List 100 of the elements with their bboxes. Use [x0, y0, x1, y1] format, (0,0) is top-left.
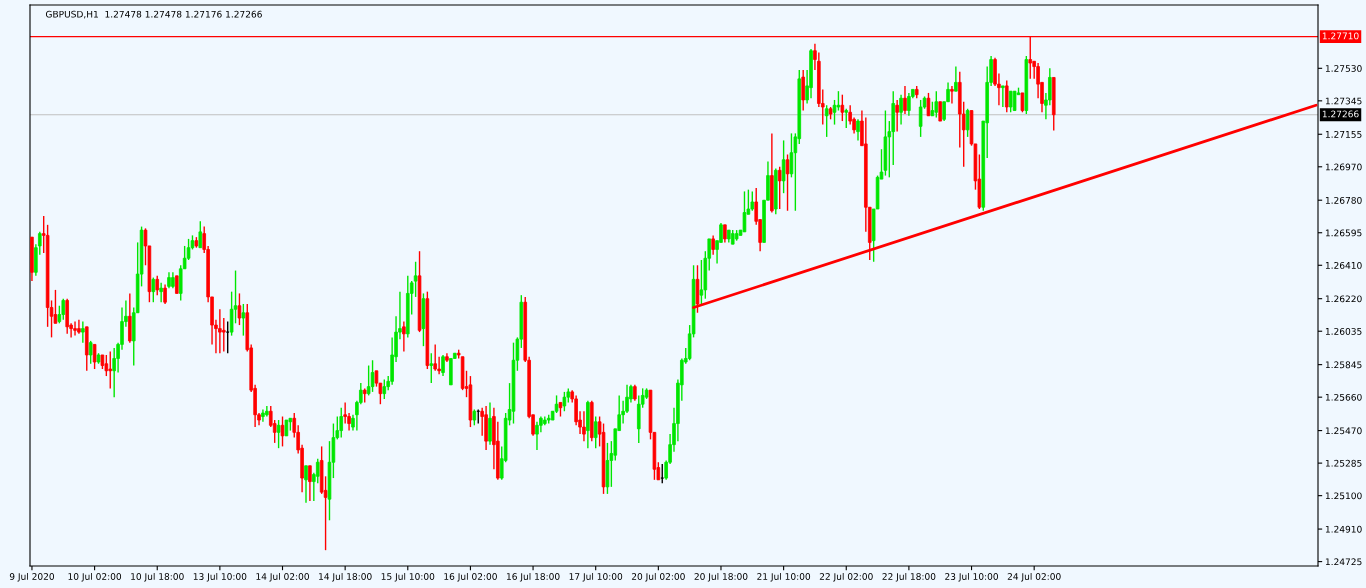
candlestick	[777, 166, 782, 210]
candlestick	[218, 308, 222, 354]
candlestick	[225, 320, 230, 354]
candlestick	[370, 359, 375, 393]
candlestick	[750, 190, 755, 212]
candlestick	[112, 347, 116, 398]
y-tick-label: 1.27155	[1325, 130, 1362, 138]
y-tick-label: 1.25845	[1325, 361, 1362, 369]
y-tick-label: 1.26780	[1325, 196, 1362, 204]
x-tick-label: 20 Jul 18:00	[694, 572, 748, 582]
candlestick	[382, 378, 387, 400]
candlestick	[965, 108, 970, 138]
y-tick-label: 1.26220	[1325, 295, 1362, 303]
candlestick	[265, 405, 269, 418]
x-tick-label: 17 Jul 10:00	[569, 572, 623, 582]
candlestick	[488, 401, 492, 446]
candlestick	[433, 343, 437, 372]
x-tick-label: 20 Jul 02:00	[631, 572, 685, 582]
candlestick	[222, 317, 226, 353]
candlestick	[856, 118, 860, 142]
candlestick	[938, 101, 942, 122]
text: GBPUSD,H1 1.27478 1.27478 1.27176 1.27266	[45, 10, 262, 19]
x-tick-label: 15 Jul 10:00	[381, 572, 435, 582]
candlestick	[241, 303, 246, 337]
y-tick-label: 1.27530	[1325, 65, 1362, 72]
y-tick-label: 1.25100	[1325, 492, 1362, 500]
candlestick	[836, 90, 841, 112]
candlestick	[840, 93, 845, 122]
candlestick	[92, 343, 97, 370]
x-tick-label: 23 Jul 10:00	[945, 572, 998, 582]
candlestick	[899, 93, 903, 126]
candlestick	[824, 104, 829, 138]
candlestick	[304, 465, 308, 504]
x-tick-label: 9 Jul 2020	[9, 572, 55, 582]
candlestick	[261, 408, 265, 423]
y-tick-label: 1.27345	[1325, 97, 1362, 105]
candlestick	[781, 139, 786, 194]
x-tick-label: 16 Jul 02:00	[444, 572, 497, 582]
candlestick	[198, 220, 203, 249]
candlestick	[163, 283, 167, 305]
candlestick	[789, 132, 794, 179]
candlestick	[81, 320, 85, 344]
x-tick-label: 14 Jul 02:00	[256, 572, 309, 582]
y-tick-label: 1.25470	[1325, 427, 1362, 435]
candlestick	[950, 85, 954, 105]
candlestick	[308, 465, 312, 502]
candlestick	[582, 410, 586, 442]
candlestick	[934, 90, 939, 119]
x-tick-label: 10 Jul 02:00	[68, 572, 122, 582]
candlestick	[77, 319, 81, 335]
x-tick-label: 24 Jul 02:00	[1007, 572, 1061, 582]
candlestick	[1020, 92, 1025, 113]
candlestick	[1004, 79, 1009, 113]
candlestick	[73, 320, 77, 337]
candlestick	[742, 190, 747, 233]
candlestick	[339, 407, 344, 439]
y-tick-label: 1.26595	[1325, 229, 1362, 237]
candlestick	[88, 340, 93, 365]
candlestick	[1001, 85, 1005, 108]
y-tick-label: 1.26410	[1325, 262, 1362, 269]
y-tick-label: 1.25285	[1325, 459, 1362, 467]
candlestick	[61, 297, 66, 321]
candlestick	[699, 259, 704, 305]
y-tick-label: 1.26970	[1325, 163, 1362, 171]
y-tick-label: 1.24725	[1325, 558, 1362, 566]
ref-line-label: 1.27710	[1322, 32, 1359, 40]
candlestick	[903, 85, 907, 115]
candlestick	[155, 275, 160, 296]
candlestick	[593, 415, 598, 449]
candlestick	[907, 92, 911, 117]
candlestick	[429, 352, 434, 384]
x-tick-label: 22 Jul 18:00	[882, 572, 936, 582]
candlestick	[844, 108, 849, 129]
y-tick-label: 1.26035	[1325, 327, 1362, 335]
x-tick-label: 22 Jul 02:00	[819, 572, 873, 582]
candlestick	[1012, 90, 1017, 112]
candlestick	[801, 69, 805, 112]
x-tick-label: 14 Jul 18:00	[319, 572, 372, 582]
y-tick-label: 1.25660	[1325, 393, 1362, 401]
candlestick	[104, 354, 109, 377]
candlestick	[1008, 90, 1013, 113]
x-tick-label: 10 Jul 18:00	[131, 572, 184, 582]
x-tick-label: 13 Jul 10:00	[193, 572, 247, 582]
candlestick	[918, 99, 923, 138]
candlestick	[366, 364, 371, 397]
candlestick	[711, 234, 715, 256]
candlestick	[413, 261, 418, 298]
candlestick	[237, 292, 242, 326]
candlestick	[660, 463, 665, 485]
candlestick	[402, 320, 406, 353]
candlestick	[280, 415, 285, 448]
x-tick-label: 16 Jul 18:00	[506, 572, 560, 582]
y-tick-label: 1.24910	[1325, 525, 1362, 533]
x-tick-label: 21 Jul 10:00	[757, 572, 811, 582]
candlestick	[441, 354, 445, 377]
candlestick	[535, 421, 539, 451]
candlestick	[562, 391, 567, 412]
ref-line-label: 1.27266	[1322, 110, 1359, 118]
candlestick	[159, 282, 163, 303]
candlestick	[895, 99, 899, 133]
